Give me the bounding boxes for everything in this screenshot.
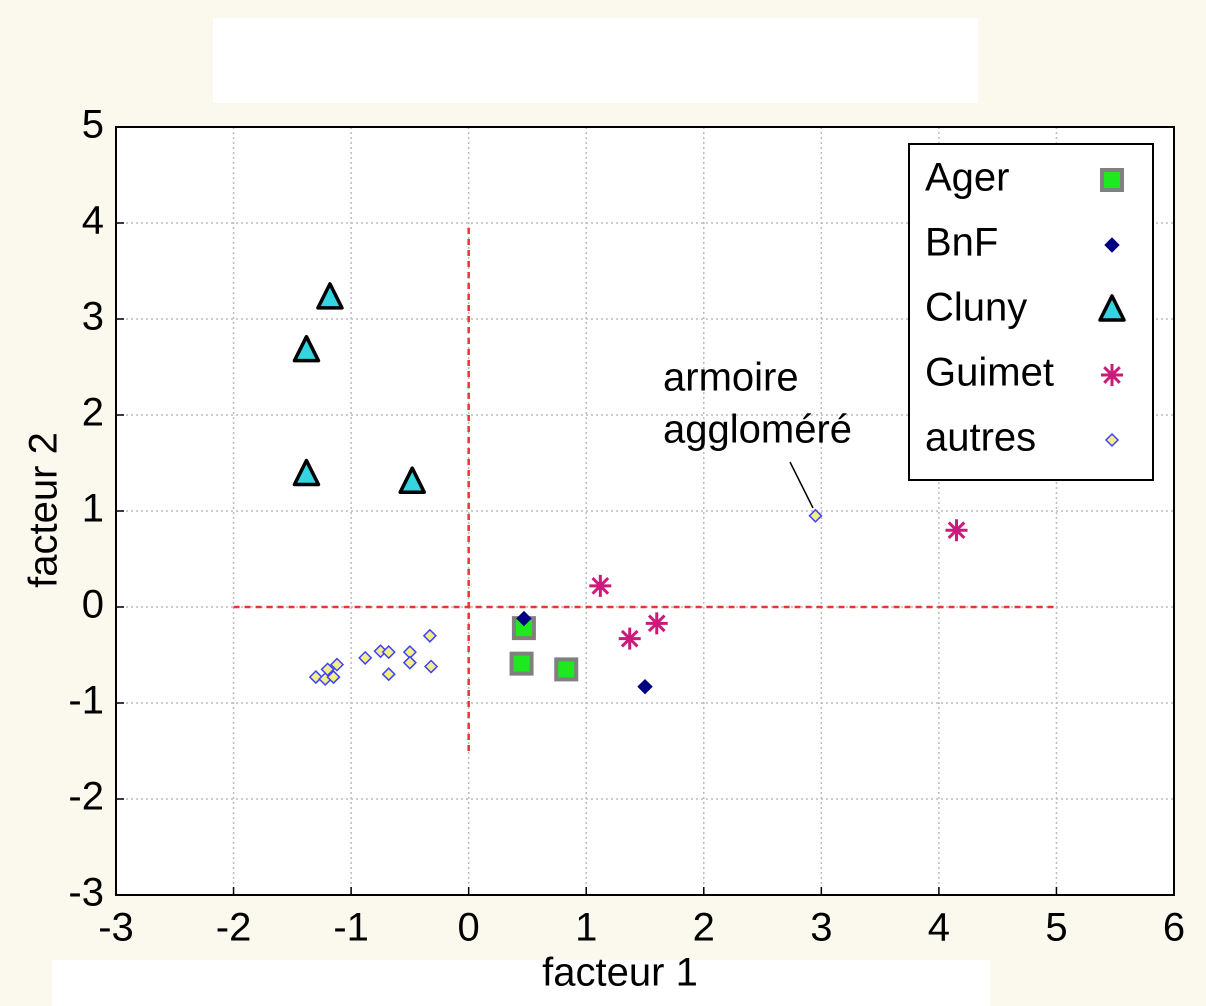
marker-asterisk — [1101, 364, 1123, 386]
y-tick-label: -2 — [68, 775, 104, 819]
x-tick-label: 3 — [810, 906, 832, 950]
marker-asterisk — [618, 627, 641, 650]
x-axis-label: facteur 1 — [542, 951, 698, 995]
plot-frame — [115, 126, 1175, 896]
legend-label: Guimet — [925, 351, 1054, 395]
x-tick-label: 2 — [693, 906, 715, 950]
y-axis-label: facteur 2 — [22, 432, 66, 588]
y-tick-label: 1 — [82, 487, 104, 531]
y-tick-label: 5 — [82, 103, 104, 147]
x-tick-label: 6 — [1163, 906, 1185, 950]
x-tick-label: 1 — [575, 906, 597, 950]
legend-label: Ager — [925, 156, 1010, 200]
marker-small-diamond — [402, 655, 417, 670]
marker-small-diamond — [320, 662, 335, 677]
marker-small-diamond — [423, 659, 439, 674]
legend-entries: Ager BnF Cluny Guimet autres — [925, 156, 1126, 460]
marker-small-diamond — [308, 670, 323, 685]
marker-triangle — [1098, 294, 1126, 322]
x-tick-label: -1 — [333, 906, 369, 950]
marker-triangle — [398, 466, 426, 494]
y-tick-label: 2 — [82, 391, 104, 435]
marker-small-diamond — [358, 650, 373, 665]
marker-small-diamond — [373, 644, 388, 659]
marker-asterisk — [589, 574, 612, 597]
title-area — [213, 18, 978, 103]
annotation: aggloméré — [663, 408, 852, 452]
footer-area — [52, 960, 990, 1006]
annotation-leader — [789, 461, 814, 509]
legend-label: Cluny — [925, 286, 1027, 330]
x-tick-label: 5 — [1045, 906, 1067, 950]
y-tick-label: -3 — [68, 871, 104, 915]
annotation: armoire — [663, 356, 799, 400]
marker-triangle — [316, 282, 344, 310]
legend-label: autres — [925, 416, 1036, 460]
marker-small-diamond — [422, 628, 437, 643]
y-tick-label: 3 — [82, 295, 104, 339]
marker-square — [509, 651, 534, 676]
marker-diamond — [1104, 237, 1120, 253]
marker-square — [554, 657, 579, 682]
y-tick-label: -1 — [68, 679, 104, 723]
marker-square — [1100, 168, 1124, 192]
marker-asterisk — [945, 519, 968, 542]
x-tick-label: -2 — [216, 906, 252, 950]
marker-triangle — [292, 458, 321, 487]
x-tick-label: 0 — [458, 906, 480, 950]
y-tick-label: 4 — [82, 199, 104, 243]
legend-label: BnF — [925, 221, 998, 265]
marker-small-diamond — [329, 657, 345, 672]
y-tick-label: 0 — [82, 583, 104, 627]
x-tick-label: -3 — [98, 906, 134, 950]
marker-small-diamond — [326, 670, 341, 685]
marker-small-diamond — [1104, 432, 1120, 448]
marker-triangle — [292, 334, 321, 363]
marker-small-diamond — [381, 667, 396, 682]
marks — [233, 223, 1057, 751]
marker-small-diamond — [381, 645, 396, 660]
marker-diamond — [516, 610, 532, 627]
x-tick-label: 4 — [928, 906, 950, 950]
marker-asterisk — [645, 612, 668, 635]
marker-small-diamond — [808, 508, 823, 523]
marker-diamond — [637, 678, 653, 695]
